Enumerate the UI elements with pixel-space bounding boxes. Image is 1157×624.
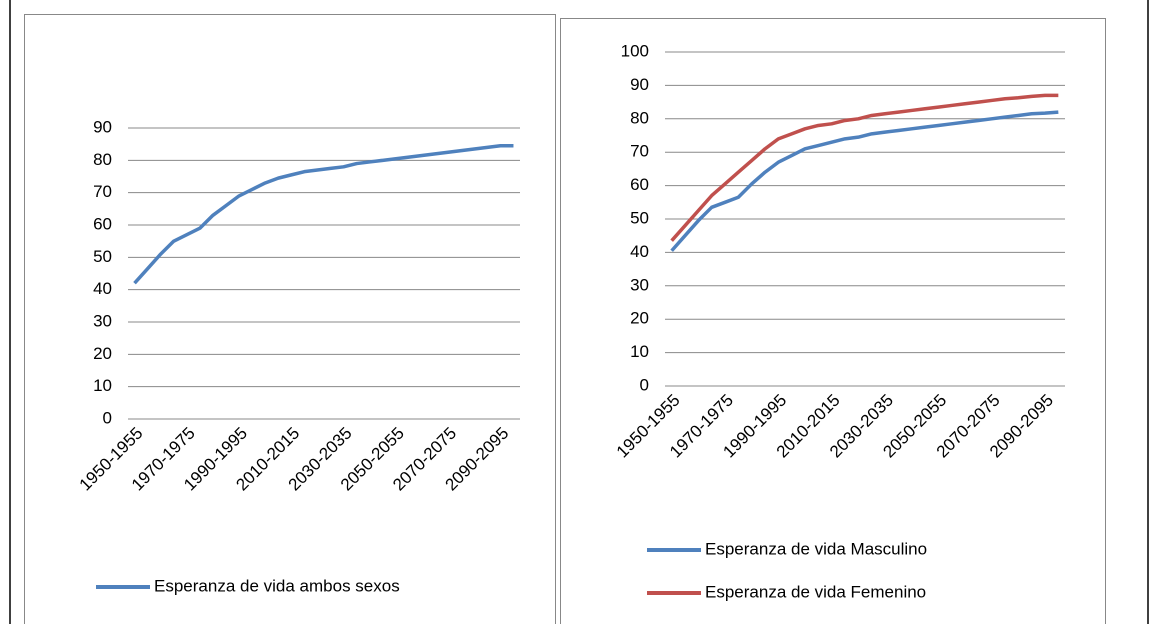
y-tick-label: 10 — [630, 342, 649, 361]
y-tick-label: 50 — [93, 247, 112, 266]
series-line — [670, 93, 1059, 242]
legend-label: Esperanza de vida ambos sexos — [154, 576, 400, 595]
y-tick-label: 40 — [93, 279, 112, 298]
y-tick-label: 20 — [630, 309, 649, 328]
y-tick-label: 60 — [630, 175, 649, 194]
y-tick-label: 70 — [93, 182, 112, 201]
y-tick-label: 0 — [103, 408, 112, 427]
y-tick-label: 30 — [93, 311, 112, 330]
y-tick-label: 20 — [93, 344, 112, 363]
legend-label: Esperanza de vida Femenino — [705, 582, 926, 601]
y-tick-label: 80 — [93, 150, 112, 169]
series-line — [670, 110, 1059, 252]
y-tick-label: 70 — [630, 142, 649, 161]
y-tick-label: 100 — [621, 41, 649, 60]
y-tick-label: 30 — [630, 275, 649, 294]
y-tick-label: 0 — [640, 375, 649, 394]
chart-border — [560, 18, 1106, 624]
y-tick-label: 10 — [93, 376, 112, 395]
y-tick-label: 80 — [630, 108, 649, 127]
y-tick-label: 50 — [630, 208, 649, 227]
series-line — [133, 144, 514, 285]
y-tick-label: 40 — [630, 242, 649, 261]
y-tick-label: 90 — [630, 75, 649, 94]
legend-label: Esperanza de vida Masculino — [705, 539, 927, 558]
y-tick-label: 90 — [93, 117, 112, 136]
chart-border — [24, 14, 556, 624]
y-tick-label: 60 — [93, 214, 112, 233]
